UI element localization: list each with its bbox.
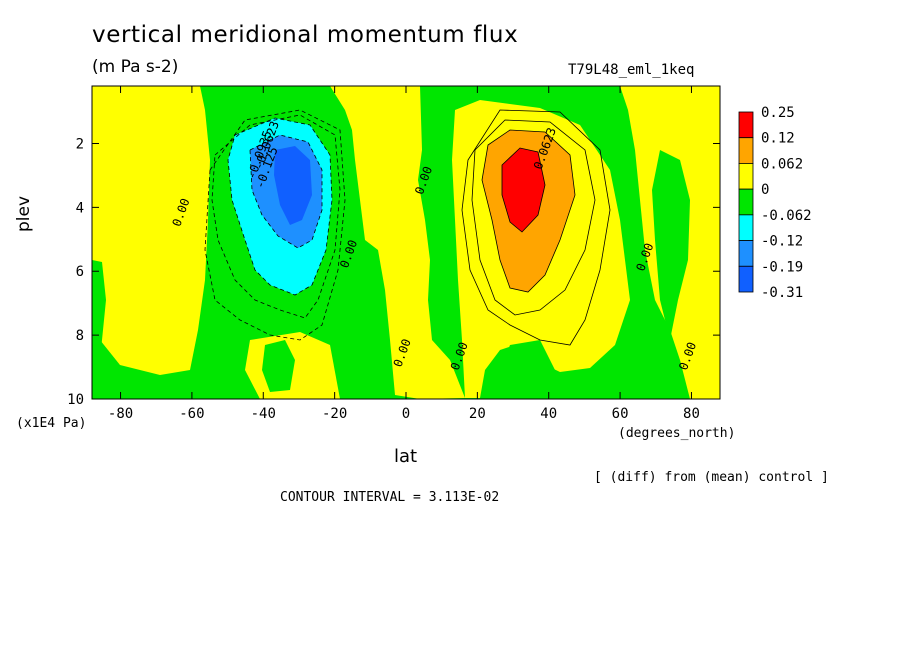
chart-units: (m Pa s-2) [92,57,179,77]
field-positive-large [502,148,545,232]
contour-field [92,86,720,399]
y-tick-label: 4 [76,200,84,216]
y-tick-label: 2 [76,136,84,152]
colorbar: 0.25 0.12 0.062 0 -0.062 -0.12 -0.19 -0.31 [738,105,812,301]
colorbar-swatch [738,240,754,267]
x-tick-label: 0 [402,406,410,422]
field-negative-small [652,150,690,340]
colorbar-label: 0.12 [761,131,795,147]
contour-interval: CONTOUR INTERVAL = 3.113E-02 [280,490,500,505]
x-tick-label: 80 [683,406,700,422]
colorbar-label: -0.19 [761,259,803,275]
x-axis-label: lat [394,446,418,467]
colorbar-label: 0 [761,182,769,198]
colorbar-swatch [738,137,754,164]
colorbar-swatch [738,214,754,241]
field-negative-small [262,340,295,392]
x-tick-label: -60 [179,406,204,422]
field-negative-small [92,260,106,370]
x-tick-label: 20 [469,406,486,422]
x-axis-ticks: -80 -60 -40 -20 0 20 40 60 80 [108,86,700,422]
colorbar-swatch [738,163,754,190]
colorbar-swatch [738,111,754,139]
x-tick-label: -20 [322,406,347,422]
y-tick-label: 6 [76,264,84,280]
field-positive-region [330,86,465,399]
chart-title: vertical meridional momentum flux [92,22,519,48]
colorbar-label: 0.062 [761,156,803,172]
x-tick-label: -40 [251,406,276,422]
contour-lines [204,109,611,346]
x-tick-label: 60 [612,406,629,422]
field-negative-small [500,340,555,399]
colorbar-label: -0.12 [761,234,803,250]
diff-note: [ (diff) from (mean) control ] [594,470,829,485]
field-negative-extreme [274,146,312,225]
field-positive-region [92,100,120,180]
colorbar-swatch [738,188,754,216]
y-axis-ticks: 2 4 6 8 10 [67,136,720,408]
x-tick-label: -80 [108,406,133,422]
colorbar-label: -0.062 [761,208,812,224]
y-axis-units: (x1E4 Pa) [16,416,87,431]
x-tick-label: 40 [540,406,557,422]
colorbar-label: -0.31 [761,285,803,301]
colorbar-label: 0.25 [761,105,795,121]
colorbar-swatch [738,265,754,293]
y-tick-label: 8 [76,328,84,344]
run-label: T79L48_eml_1keq [568,62,695,78]
field-positive-region [92,86,210,375]
x-axis-units: (degrees_north) [618,426,736,441]
y-tick-label: 10 [67,392,84,408]
